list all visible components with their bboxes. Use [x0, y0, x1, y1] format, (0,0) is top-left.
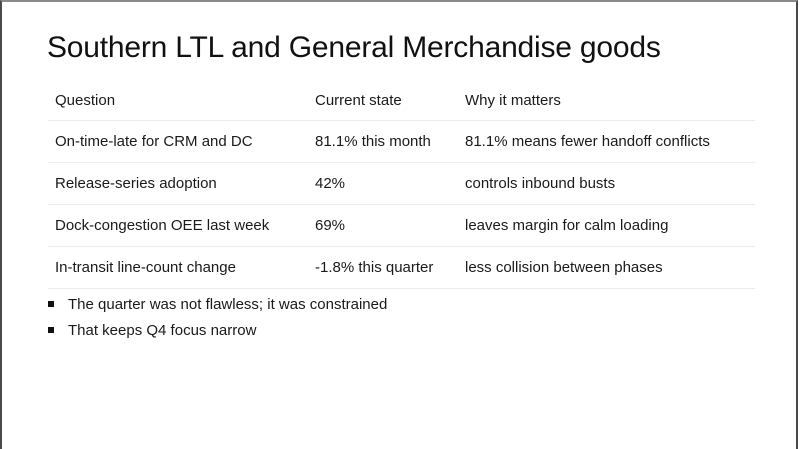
- column-header-why-it-matters: Why it matters: [465, 91, 561, 109]
- table-row: On-time-late for CRM and DC 81.1% this m…: [48, 121, 755, 163]
- cell-question: In-transit line-count change: [55, 259, 236, 276]
- cell-why-it-matters: leaves margin for calm loading: [465, 217, 669, 234]
- bullet-text: That keeps Q4 focus narrow: [68, 321, 257, 339]
- cell-question: Release-series adoption: [55, 175, 217, 192]
- bullet-item: That keeps Q4 focus narrow: [48, 317, 387, 343]
- cell-why-it-matters: 81.1% means fewer handoff conflicts: [465, 133, 710, 150]
- table-row: In-transit line-count change -1.8% this …: [48, 247, 755, 289]
- cell-current-state: -1.8% this quarter: [315, 259, 434, 276]
- cell-question: On-time-late for CRM and DC: [55, 133, 253, 150]
- cell-why-it-matters: less collision between phases: [465, 259, 663, 276]
- column-header-question: Question: [55, 91, 116, 109]
- column-header-current-state: Current state: [315, 91, 402, 109]
- cell-current-state: 42%: [315, 175, 346, 192]
- slide-title: Southern LTL and General Merchandise goo…: [47, 31, 661, 64]
- cell-current-state: 81.1% this month: [315, 133, 431, 150]
- cell-why-it-matters: controls inbound busts: [465, 175, 616, 192]
- bullet-item: The quarter was not flawless; it was con…: [48, 291, 387, 317]
- table-row: Release-series adoption 42% controls inb…: [48, 163, 755, 205]
- square-bullet-icon: [48, 327, 54, 333]
- data-table: Question Current state Why it matters On…: [48, 80, 755, 289]
- bullet-list: The quarter was not flawless; it was con…: [48, 291, 387, 343]
- table-header-row: Question Current state Why it matters: [48, 80, 755, 121]
- bullet-text: The quarter was not flawless; it was con…: [68, 295, 388, 313]
- cell-question: Dock-congestion OEE last week: [55, 217, 270, 234]
- cell-current-state: 69%: [315, 217, 346, 234]
- square-bullet-icon: [48, 301, 54, 307]
- table-row: Dock-congestion OEE last week 69% leaves…: [48, 205, 755, 247]
